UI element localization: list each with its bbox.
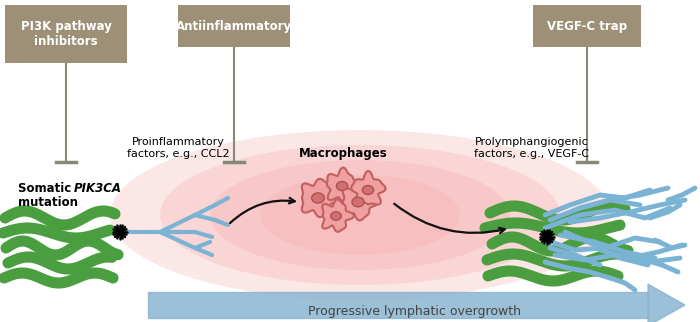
FancyBboxPatch shape xyxy=(5,5,127,63)
Text: Proinflammatory
factors, e.g., CCL2: Proinflammatory factors, e.g., CCL2 xyxy=(127,137,230,159)
Text: mutation: mutation xyxy=(18,195,78,209)
Text: Prolymphangiogenic
factors, e.g., VEGF-C: Prolymphangiogenic factors, e.g., VEGF-C xyxy=(475,137,589,159)
Ellipse shape xyxy=(260,175,460,255)
Ellipse shape xyxy=(110,130,610,300)
Text: Antiinflammatory: Antiinflammatory xyxy=(176,20,292,33)
Polygon shape xyxy=(342,184,378,221)
Ellipse shape xyxy=(337,182,348,191)
Text: Somatic: Somatic xyxy=(18,182,76,194)
Ellipse shape xyxy=(330,212,342,220)
Ellipse shape xyxy=(160,145,560,285)
Ellipse shape xyxy=(363,185,374,194)
Text: Progressive lymphatic overgrowth: Progressive lymphatic overgrowth xyxy=(309,306,522,318)
Polygon shape xyxy=(327,168,360,202)
FancyBboxPatch shape xyxy=(533,5,641,47)
Polygon shape xyxy=(322,199,354,232)
Polygon shape xyxy=(351,171,386,204)
Ellipse shape xyxy=(312,193,324,203)
FancyBboxPatch shape xyxy=(178,5,290,47)
Text: PI3K pathway
inhibitors: PI3K pathway inhibitors xyxy=(20,20,111,48)
Polygon shape xyxy=(648,284,685,322)
Text: Macrophages: Macrophages xyxy=(299,147,387,159)
Polygon shape xyxy=(302,179,339,217)
Text: PIK3CA: PIK3CA xyxy=(74,182,122,194)
Ellipse shape xyxy=(352,197,364,207)
Text: VEGF-C trap: VEGF-C trap xyxy=(547,20,627,33)
Ellipse shape xyxy=(210,160,510,270)
